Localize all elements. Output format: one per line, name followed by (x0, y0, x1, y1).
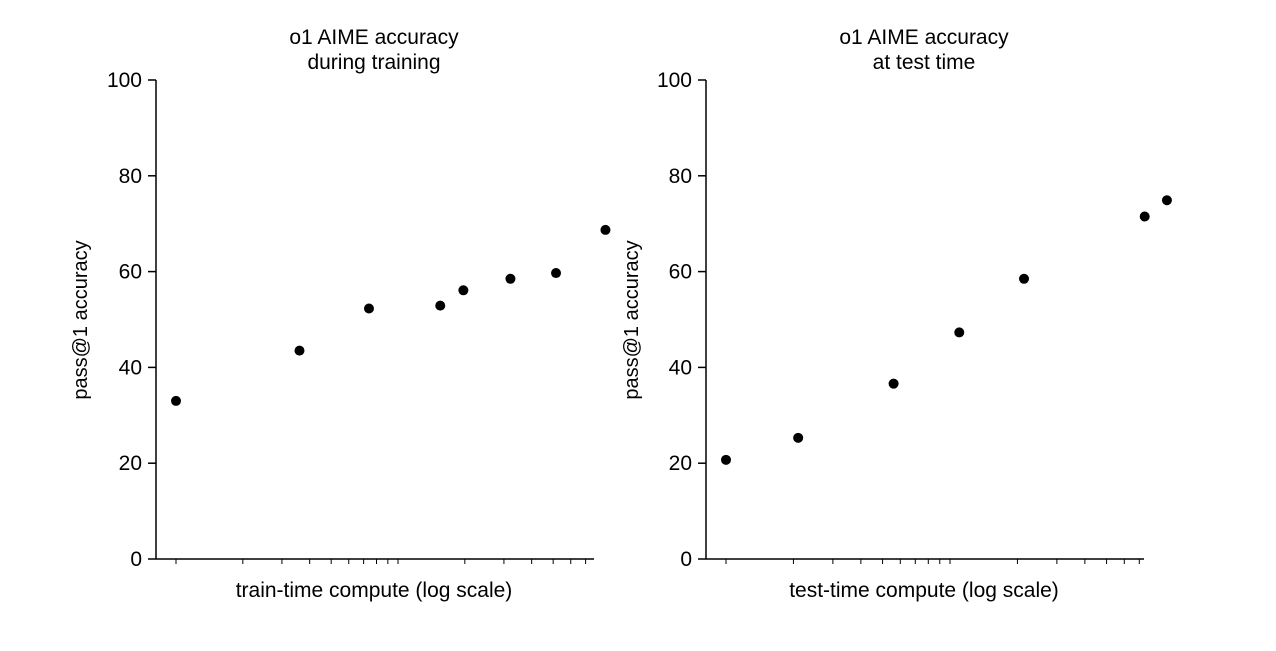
y-axis-label: pass@1 accuracy (70, 240, 92, 399)
y-tick-label: 100 (657, 69, 692, 92)
chart-title-line-2: at test time (873, 51, 976, 74)
y-tick-label: 20 (669, 452, 692, 475)
y-tick-label: 0 (680, 548, 692, 571)
x-minor-ticks (175, 559, 587, 564)
y-tick-label: 100 (107, 69, 142, 92)
chart-title-line-2: during training (307, 51, 440, 74)
y-ticks: 0 20 40 60 80 100 (107, 69, 156, 571)
y-tick-label: 40 (119, 356, 142, 379)
y-tick-label: 20 (119, 452, 142, 475)
data-point (1019, 273, 1030, 284)
y-tick-label: 0 (130, 548, 142, 571)
x-axis-label: test-time compute (log scale) (789, 579, 1059, 602)
x-axis-label: train-time compute (log scale) (236, 579, 513, 602)
data-points (171, 224, 611, 406)
y-ticks: 0 20 40 60 80 100 (657, 69, 706, 571)
data-point (888, 378, 899, 389)
chart-train: o1 AIME accuracy during training 0 20 40 60… (70, 26, 611, 602)
data-point (294, 345, 305, 356)
chart-title-line-1: o1 AIME accuracy (289, 26, 459, 49)
y-tick-label: 80 (669, 165, 692, 188)
data-point (435, 300, 446, 311)
data-point (600, 224, 611, 235)
y-tick-label: 80 (119, 165, 142, 188)
data-point (551, 268, 562, 279)
chart-test: o1 AIME accuracy at test time 0 20 40 60 80 1… (621, 26, 1172, 602)
data-point (1139, 211, 1150, 222)
data-point (1161, 195, 1172, 206)
y-tick-label: 60 (669, 261, 692, 284)
data-point (458, 285, 469, 296)
data-point (171, 395, 181, 406)
x-minor-ticks (725, 559, 1140, 564)
data-point (793, 432, 804, 443)
y-tick-label: 40 (669, 356, 692, 379)
data-point (721, 454, 731, 465)
y-axis-label: pass@1 accuracy (621, 240, 643, 399)
data-point (954, 327, 965, 338)
data-points (721, 195, 1172, 465)
data-point (505, 273, 516, 284)
data-point (363, 303, 374, 314)
y-tick-label: 60 (119, 261, 142, 284)
chart-title-line-1: o1 AIME accuracy (839, 26, 1009, 49)
